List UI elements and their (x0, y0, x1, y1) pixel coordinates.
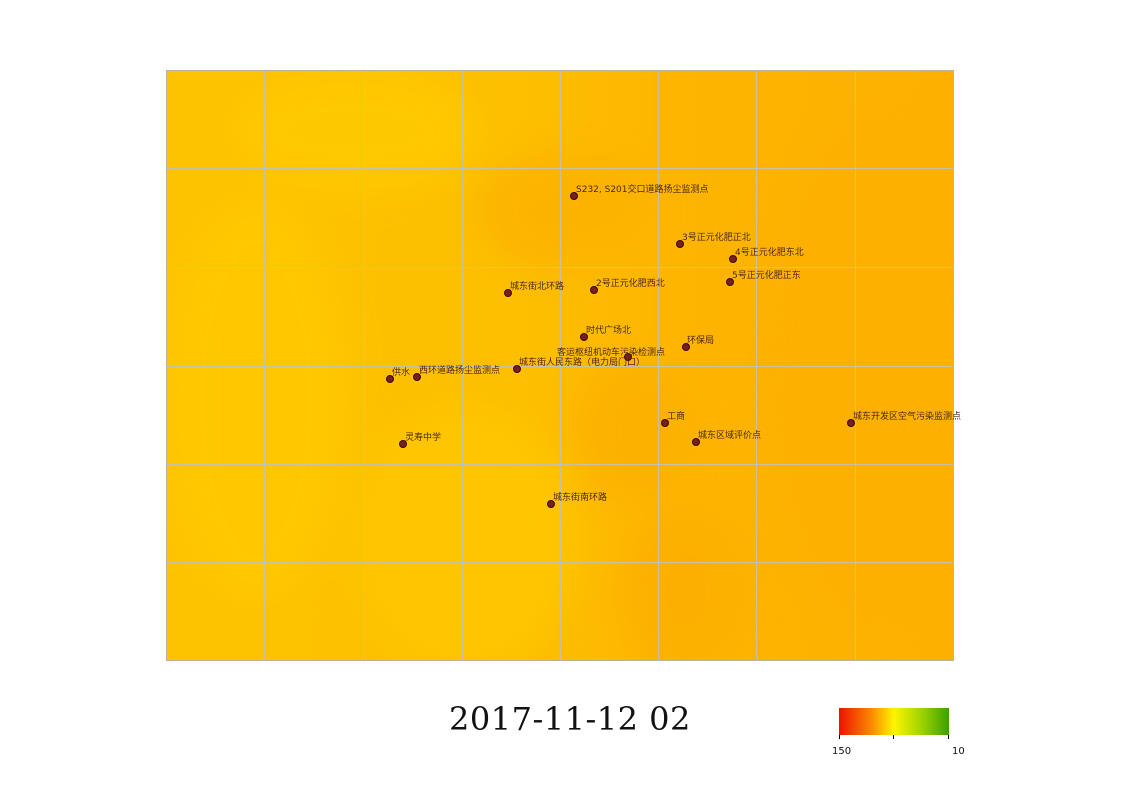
field-dark-zone-center (576, 360, 696, 500)
station-label: 城东街南环路 (553, 493, 608, 503)
station-label: 2号正元化肥西北 (596, 279, 665, 289)
station-label: 城东开发区空气污染监测点 (853, 412, 962, 422)
station-label: 环保局 (687, 336, 715, 346)
legend-tick-mid (893, 735, 894, 739)
station-dot[interactable] (726, 278, 734, 286)
field-light-zone-south (356, 410, 576, 661)
legend-min-label: 150 (832, 746, 852, 757)
field-dark-zone-south (626, 510, 746, 661)
station-dot[interactable] (513, 365, 521, 373)
station-dot[interactable] (580, 333, 588, 341)
station-label: 3号正元化肥正北 (682, 233, 751, 243)
station-label: 时代广场北 (586, 326, 632, 336)
concentration-field (166, 70, 954, 661)
field-dark-zone-north (476, 150, 656, 270)
station-label: 西环道路扬尘监测点 (419, 366, 501, 376)
legend-tick-left (839, 735, 840, 739)
station-label: 客运枢纽机动车污染检测点 (557, 348, 666, 358)
station-label: 灵寿中学 (405, 433, 442, 443)
station-label: S232, S201交口道路扬尘监测点 (576, 185, 709, 195)
map-grid (166, 70, 954, 661)
station-dot[interactable] (570, 192, 578, 200)
station-label: 工商 (667, 412, 686, 422)
station-dot[interactable] (682, 343, 690, 351)
station-label: 城东区域评价点 (698, 431, 762, 441)
station-dot[interactable] (399, 440, 407, 448)
station-dot[interactable] (386, 375, 394, 383)
station-label: 城东街人民东路（电力局门口） (519, 358, 646, 368)
interpolation-map: S232, S201交口道路扬尘监测点 3号正元化肥正北 4号正元化肥东北 5号正元化… (166, 70, 961, 661)
map-border (166, 70, 954, 661)
station-dot[interactable] (692, 438, 700, 446)
station-dot[interactable] (847, 419, 855, 427)
station-dot[interactable] (413, 373, 421, 381)
station-dot[interactable] (624, 353, 632, 361)
station-dot[interactable] (547, 500, 555, 508)
station-label: 5号正元化肥正东 (732, 271, 801, 281)
station-dot[interactable] (729, 255, 737, 263)
station-label: 供水 (392, 368, 411, 378)
station-dot[interactable] (661, 419, 669, 427)
legend-tick-right (948, 735, 949, 739)
station-dot[interactable] (590, 286, 598, 294)
station-label: 4号正元化肥东北 (735, 248, 804, 258)
station-label: 城东街北环路 (510, 282, 565, 292)
legend-max-label: 10 (952, 746, 965, 757)
field-light-zone-north (236, 70, 476, 190)
field-light-zone-west (166, 200, 346, 600)
color-scale-legend (839, 708, 949, 735)
station-dot[interactable] (676, 240, 684, 248)
station-dot[interactable] (504, 289, 512, 297)
timestamp: 2017-11-12 02 (449, 700, 691, 738)
